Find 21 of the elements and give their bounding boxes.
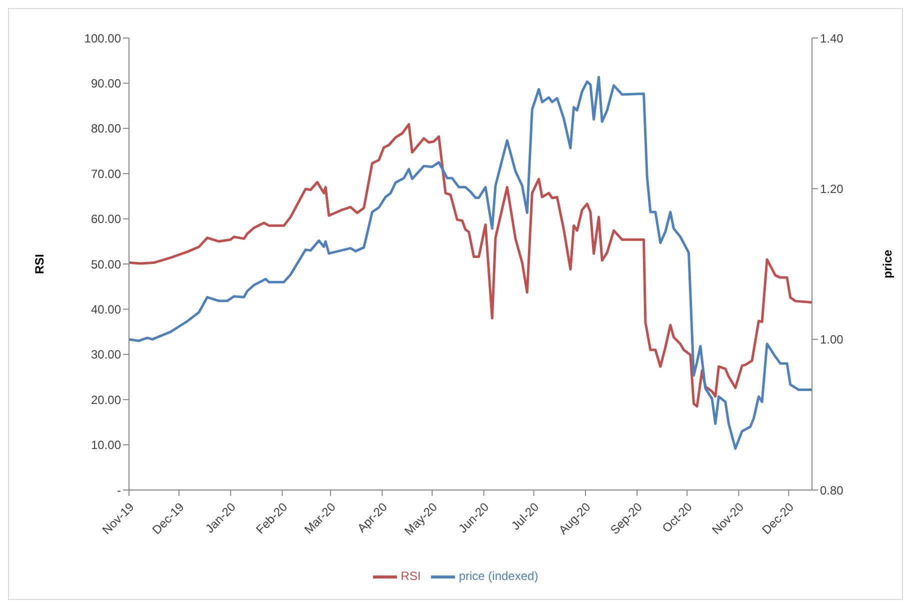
y-tick-label: 60.00 xyxy=(90,212,122,226)
y-tick-label: 90.00 xyxy=(90,76,122,90)
y-axis-title: RSI xyxy=(32,254,46,274)
y2-tick-label: 1.00 xyxy=(820,332,844,347)
y-tick-label: 100.00 xyxy=(84,31,122,46)
y2-tick-label: 1.40 xyxy=(820,31,844,46)
line-series xyxy=(129,76,812,450)
y-tick-label: 40.00 xyxy=(90,302,122,316)
legend-label: price (indexed) xyxy=(458,569,538,584)
y-tick-label: 50.00 xyxy=(90,257,122,272)
y-tick-label: 70.00 xyxy=(90,166,122,181)
y-tick-label: 10.00 xyxy=(90,438,122,452)
line-series xyxy=(129,123,812,408)
y-tick-label: - xyxy=(117,483,121,498)
legend-label: RSI xyxy=(400,569,421,584)
y-tick-label: 20.00 xyxy=(90,392,122,407)
y2-tick-label: 0.80 xyxy=(820,483,844,498)
y2-tick-label: 1.20 xyxy=(820,182,844,196)
y-tick-label: 80.00 xyxy=(90,122,122,136)
y2-axis-title: price xyxy=(880,249,894,278)
y-tick-label: 30.00 xyxy=(90,348,122,362)
